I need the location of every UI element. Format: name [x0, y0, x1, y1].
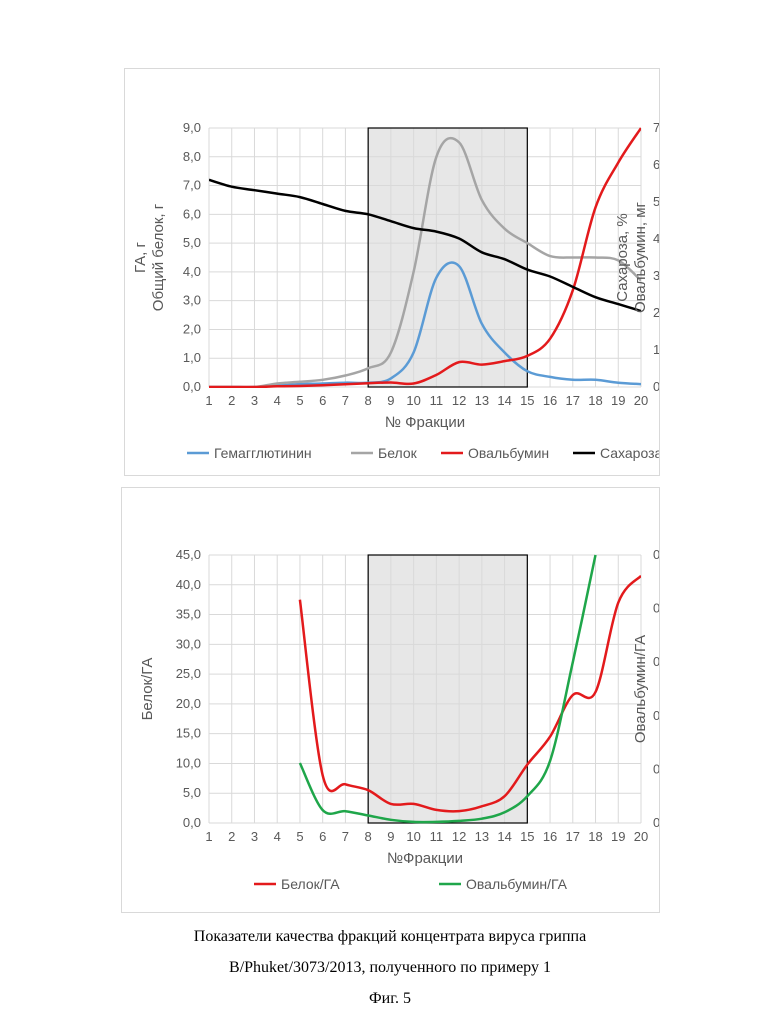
x-tick-label: 18 — [588, 393, 602, 408]
y-left-tick-label: 0,0 — [183, 815, 201, 830]
y-left-tick-label: 40,0 — [176, 577, 201, 592]
x-tick-label: 10 — [406, 393, 420, 408]
x-tick-label: 7 — [342, 829, 349, 844]
y-left-axis-title: ГА, г — [132, 242, 149, 273]
x-tick-label: 8 — [365, 829, 372, 844]
x-tick-label: 7 — [342, 393, 349, 408]
y-left-tick-label: 1,0 — [183, 350, 201, 365]
y-left-tick-label: 4,0 — [183, 264, 201, 279]
y-left-tick-label: 0,0 — [183, 379, 201, 394]
legend-label: Овальбумин — [468, 445, 549, 461]
x-tick-label: 15 — [520, 829, 534, 844]
chart-1-frame: 0,01,02,03,04,05,06,07,08,09,01234567891… — [124, 68, 660, 476]
legend-label: Сахароза — [600, 445, 659, 461]
x-tick-label: 14 — [497, 829, 511, 844]
x-tick-label: 2 — [228, 393, 235, 408]
y-left-tick-label: 5,0 — [183, 785, 201, 800]
y-right-tick-label: 30 — [653, 268, 659, 283]
x-tick-label: 11 — [430, 393, 444, 408]
y-right-tick-label: 0,150 — [653, 654, 659, 669]
x-tick-label: 16 — [543, 393, 557, 408]
x-tick-label: 14 — [497, 393, 511, 408]
legend-label: Овальбумин/ГА — [466, 876, 568, 892]
x-tick-label: 6 — [319, 393, 326, 408]
y-right-axis-title: Овальбумин/ГА — [632, 635, 649, 743]
x-tick-label: 5 — [296, 829, 303, 844]
chart-1: 0,01,02,03,04,05,06,07,08,09,01234567891… — [125, 69, 659, 475]
y-right-tick-label: 0,050 — [653, 761, 659, 776]
y-left-axis-title: Белок/ГА — [139, 658, 156, 721]
figure-caption-line-1: Показатели качества фракций концентрата … — [0, 928, 780, 946]
y-right-tick-label: 0 — [653, 379, 659, 394]
x-tick-label: 8 — [365, 393, 372, 408]
x-axis-title: № Фракции — [385, 414, 465, 431]
y-right-axis-title: Овальбумин, мг — [632, 201, 649, 313]
x-tick-label: 2 — [228, 829, 235, 844]
x-tick-label: 16 — [543, 829, 557, 844]
x-tick-label: 3 — [251, 829, 258, 844]
x-tick-label: 13 — [475, 829, 489, 844]
y-right-tick-label: 0,250 — [653, 547, 659, 562]
figure-number: Фиг. 5 — [0, 990, 780, 1008]
y-right-tick-label: 60 — [653, 157, 659, 172]
x-tick-label: 10 — [406, 829, 420, 844]
legend-label: Белок — [378, 445, 418, 461]
x-tick-label: 19 — [611, 829, 625, 844]
x-tick-label: 9 — [387, 393, 394, 408]
y-right-tick-label: 40 — [653, 231, 659, 246]
y-right-axis-title: Сахароза, % — [614, 213, 631, 301]
y-left-tick-label: 5,0 — [183, 235, 201, 250]
x-tick-label: 17 — [566, 829, 580, 844]
x-tick-label: 19 — [611, 393, 625, 408]
x-tick-label: 6 — [319, 829, 326, 844]
x-tick-label: 13 — [475, 393, 489, 408]
y-right-tick-label: 0,100 — [653, 708, 659, 723]
x-tick-label: 17 — [566, 393, 580, 408]
x-tick-label: 12 — [452, 393, 466, 408]
y-right-tick-label: 20 — [653, 305, 659, 320]
highlight-band — [368, 555, 527, 823]
y-right-tick-label: 70 — [653, 120, 659, 135]
y-left-tick-label: 8,0 — [183, 149, 201, 164]
y-left-tick-label: 3,0 — [183, 293, 201, 308]
y-left-tick-label: 7,0 — [183, 178, 201, 193]
y-left-tick-label: 6,0 — [183, 206, 201, 221]
x-tick-label: 5 — [296, 393, 303, 408]
y-left-tick-label: 20,0 — [176, 696, 201, 711]
y-left-tick-label: 35,0 — [176, 607, 201, 622]
legend-label: Белок/ГА — [281, 876, 340, 892]
y-right-tick-label: 0,000 — [653, 815, 659, 830]
y-left-tick-label: 9,0 — [183, 120, 201, 135]
x-tick-label: 1 — [205, 393, 212, 408]
x-tick-label: 18 — [588, 829, 602, 844]
x-tick-label: 20 — [634, 393, 648, 408]
x-tick-label: 20 — [634, 829, 648, 844]
y-left-tick-label: 45,0 — [176, 547, 201, 562]
x-tick-label: 12 — [452, 829, 466, 844]
y-right-tick-label: 10 — [653, 342, 659, 357]
x-tick-label: 3 — [251, 393, 258, 408]
chart-2-frame: 0,05,010,015,020,025,030,035,040,045,012… — [121, 487, 660, 913]
figure-caption-line-2: B/Phuket/3073/2013, полученного по приме… — [0, 959, 780, 977]
legend-label: Гемагглютинин — [214, 445, 312, 461]
y-left-axis-title: Общий белок, г — [150, 203, 167, 311]
y-left-tick-label: 15,0 — [176, 726, 201, 741]
x-tick-label: 15 — [520, 393, 534, 408]
chart-2: 0,05,010,015,020,025,030,035,040,045,012… — [122, 488, 659, 912]
y-right-tick-label: 0,200 — [653, 601, 659, 616]
y-left-tick-label: 10,0 — [176, 755, 201, 770]
x-axis-title: №Фракции — [387, 850, 463, 867]
y-left-tick-label: 25,0 — [176, 666, 201, 681]
y-left-tick-label: 30,0 — [176, 636, 201, 651]
x-tick-label: 11 — [430, 829, 444, 844]
x-tick-label: 1 — [205, 829, 212, 844]
y-right-tick-label: 50 — [653, 194, 659, 209]
x-tick-label: 4 — [274, 393, 281, 408]
x-tick-label: 9 — [387, 829, 394, 844]
x-tick-label: 4 — [274, 829, 281, 844]
y-left-tick-label: 2,0 — [183, 321, 201, 336]
